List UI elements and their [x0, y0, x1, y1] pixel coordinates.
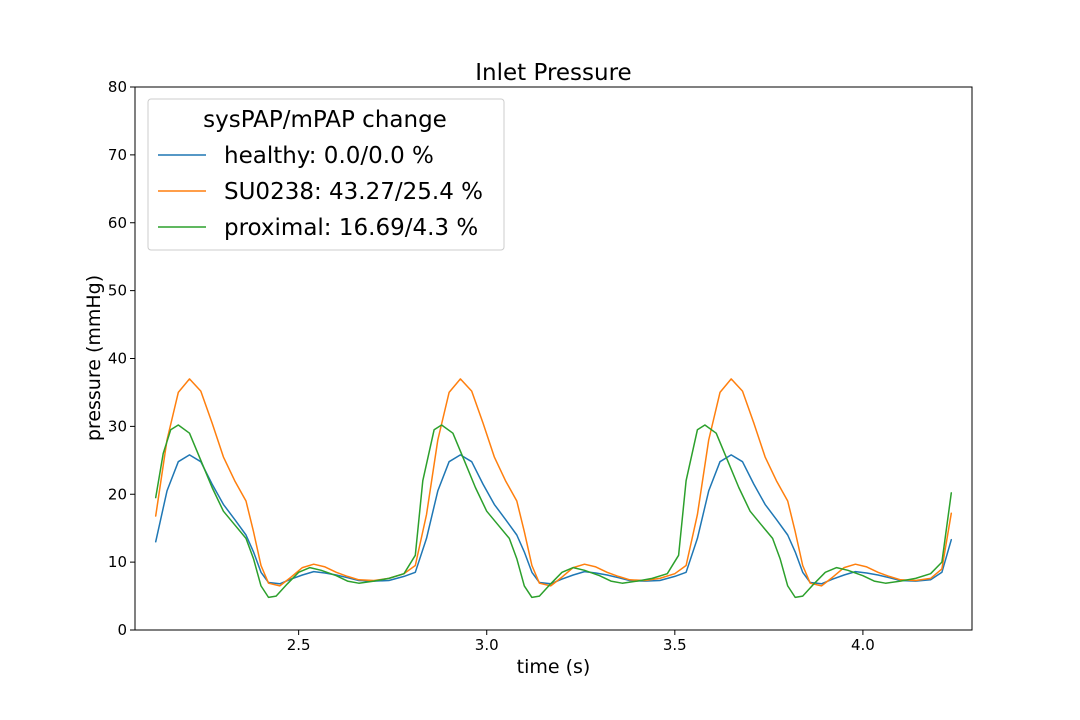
- series-line-2: [154, 424, 953, 599]
- x-tick-label: 3.0: [475, 636, 499, 654]
- y-axis-ticks: 0 10 20 30 40 50 60 70 80: [108, 78, 135, 639]
- legend: sysPAP/mPAP change healthy: 0.0/0.0 % SU0…: [147, 98, 505, 251]
- y-tick-label: 80: [108, 78, 127, 96]
- chart-title: Inlet Pressure: [475, 60, 631, 86]
- series-line-0: [154, 454, 953, 585]
- series-line-1: [154, 378, 953, 587]
- legend-label-1: SU0238: 43.27/25.4 %: [224, 179, 483, 205]
- y-tick-label: 70: [108, 146, 127, 164]
- y-tick-label: 50: [108, 282, 127, 300]
- y-tick-label: 0: [117, 621, 127, 639]
- x-axis-ticks: 2.5 3.0 3.5 4.0: [287, 630, 875, 654]
- legend-label-0: healthy: 0.0/0.0 %: [224, 143, 434, 169]
- legend-box: [147, 98, 505, 251]
- y-tick-label: 20: [108, 485, 127, 503]
- y-tick-label: 10: [108, 553, 127, 571]
- x-tick-label: 4.0: [851, 636, 875, 654]
- y-tick-label: 60: [108, 214, 127, 232]
- x-tick-label: 2.5: [287, 636, 311, 654]
- series-layer: [154, 378, 953, 599]
- y-tick-label: 40: [108, 350, 127, 368]
- legend-entries: healthy: 0.0/0.0 % SU0238: 43.27/25.4 % pr…: [158, 143, 483, 241]
- legend-label-2: proximal: 16.69/4.3 %: [224, 215, 478, 241]
- y-tick-label: 30: [108, 417, 127, 435]
- legend-title: sysPAP/mPAP change: [203, 107, 447, 133]
- x-axis-label: time (s): [517, 656, 591, 678]
- x-tick-label: 3.5: [663, 636, 687, 654]
- y-axis-label: pressure (mmHg): [83, 275, 105, 441]
